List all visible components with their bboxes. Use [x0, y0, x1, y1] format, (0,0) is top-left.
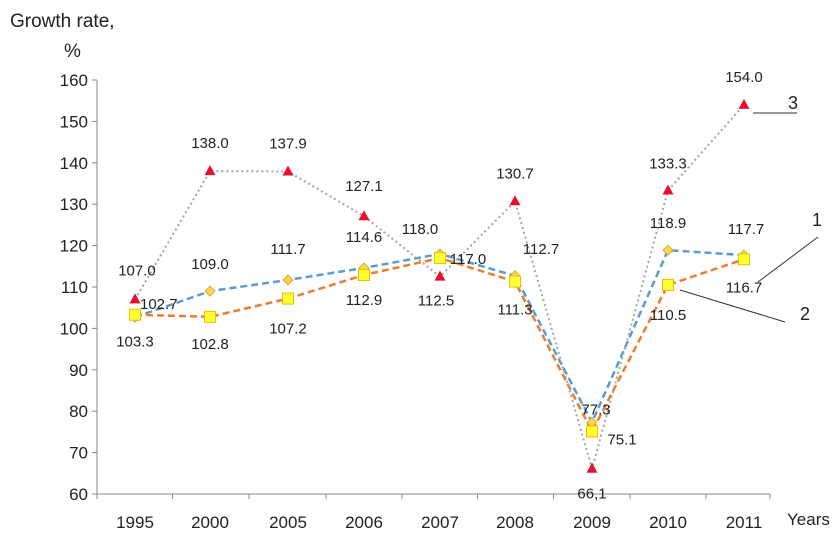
series-2-data-label: 110.5	[650, 307, 686, 324]
y-tick-label: 90	[69, 361, 88, 380]
series-2-data-label: 102.8	[191, 336, 229, 353]
x-tick-label: 2005	[269, 513, 307, 532]
series-2-data-label: 112.9	[346, 292, 382, 309]
x-tick-label: 2009	[573, 513, 611, 532]
series-3-data-label: 107.0	[118, 262, 156, 279]
series-1-data-label: 117.7	[728, 221, 764, 238]
series-1-data-label: 112.7	[523, 241, 559, 258]
series-3-data-label: 154.0	[725, 69, 763, 86]
series-1-leader-line	[757, 236, 819, 283]
x-axis-title: Years	[787, 510, 830, 529]
series-1-data-label: 114.6	[346, 229, 382, 246]
series-2-label: 2	[800, 304, 810, 324]
y-axis-title: Growth rate,	[10, 11, 115, 32]
x-tick-label: 2006	[345, 513, 383, 532]
series-2-data-label: 103.3	[116, 334, 154, 351]
series-3-data-label: 112.5	[418, 293, 454, 310]
series-3-point	[586, 462, 598, 473]
series-1-label: 1	[812, 210, 822, 230]
series-3-data-label: 137.9	[269, 135, 307, 152]
series-3-point	[282, 165, 294, 176]
series-2-point	[738, 253, 750, 266]
series-3-point	[509, 195, 521, 206]
y-tick-label: 70	[69, 444, 88, 463]
series-1-data-label: 77.3	[581, 401, 610, 418]
series-3-point	[434, 270, 446, 281]
series-2-point	[586, 425, 598, 438]
series-3-data-label: 66,1	[577, 486, 606, 503]
y-tick-label: 80	[69, 402, 88, 421]
x-tick-label: 1995	[116, 513, 154, 532]
series-2-point	[204, 310, 216, 323]
y-tick-label: 140	[60, 154, 88, 173]
x-tick-label: 2008	[496, 513, 534, 532]
series-2-point	[129, 308, 141, 321]
series-3-point	[204, 165, 216, 176]
y-tick-label: 60	[69, 485, 88, 504]
series-1-data-label: 118.0	[402, 221, 438, 238]
series-2-data-label: 111.3	[497, 302, 532, 319]
x-tick-label: 2011	[726, 513, 763, 532]
y-axis-unit: %	[64, 41, 81, 62]
series-3-label: 3	[788, 93, 798, 113]
x-tick-label: 2007	[421, 513, 459, 532]
series-2-point	[662, 278, 674, 291]
series-1-point	[204, 285, 216, 297]
series-3-data-label: 127.1	[345, 178, 383, 195]
series-2-point	[282, 292, 294, 305]
series-3-point	[358, 210, 370, 221]
y-tick-label: 100	[60, 319, 88, 338]
series-3-point	[738, 98, 750, 109]
series-2-point	[434, 252, 446, 265]
series-2-data-label: 107.2	[269, 321, 307, 338]
series-2-point	[509, 275, 521, 288]
y-tick-label: 160	[60, 71, 88, 90]
series-1-data-label: 118.9	[650, 215, 686, 232]
x-tick-label: 2010	[649, 513, 687, 532]
series-1-data-label: 102.7	[140, 296, 178, 313]
series-1-point	[662, 244, 674, 256]
series-1-data-label: 111.7	[270, 241, 305, 258]
y-tick-label: 130	[60, 195, 88, 214]
y-tick-label: 120	[60, 237, 88, 256]
y-tick-label: 150	[60, 112, 88, 131]
series-2-point	[358, 268, 370, 281]
series-2-leader-line	[679, 289, 786, 323]
series-3-data-label: 138.0	[191, 135, 229, 152]
series-2-data-label: 117.0	[450, 251, 486, 268]
series-2-data-label: 116.7	[726, 279, 762, 296]
series-3-point	[129, 293, 141, 304]
series-3-data-label: 133.3	[649, 156, 687, 173]
series-1-data-label: 109.0	[191, 256, 229, 273]
series-1-point	[282, 274, 294, 286]
series-2-data-label: 75.1	[607, 431, 636, 448]
series-3-data-label: 130.7	[496, 165, 534, 182]
series-3-point	[662, 184, 674, 195]
x-tick-label: 2000	[191, 513, 229, 532]
y-tick-label: 110	[61, 278, 88, 297]
